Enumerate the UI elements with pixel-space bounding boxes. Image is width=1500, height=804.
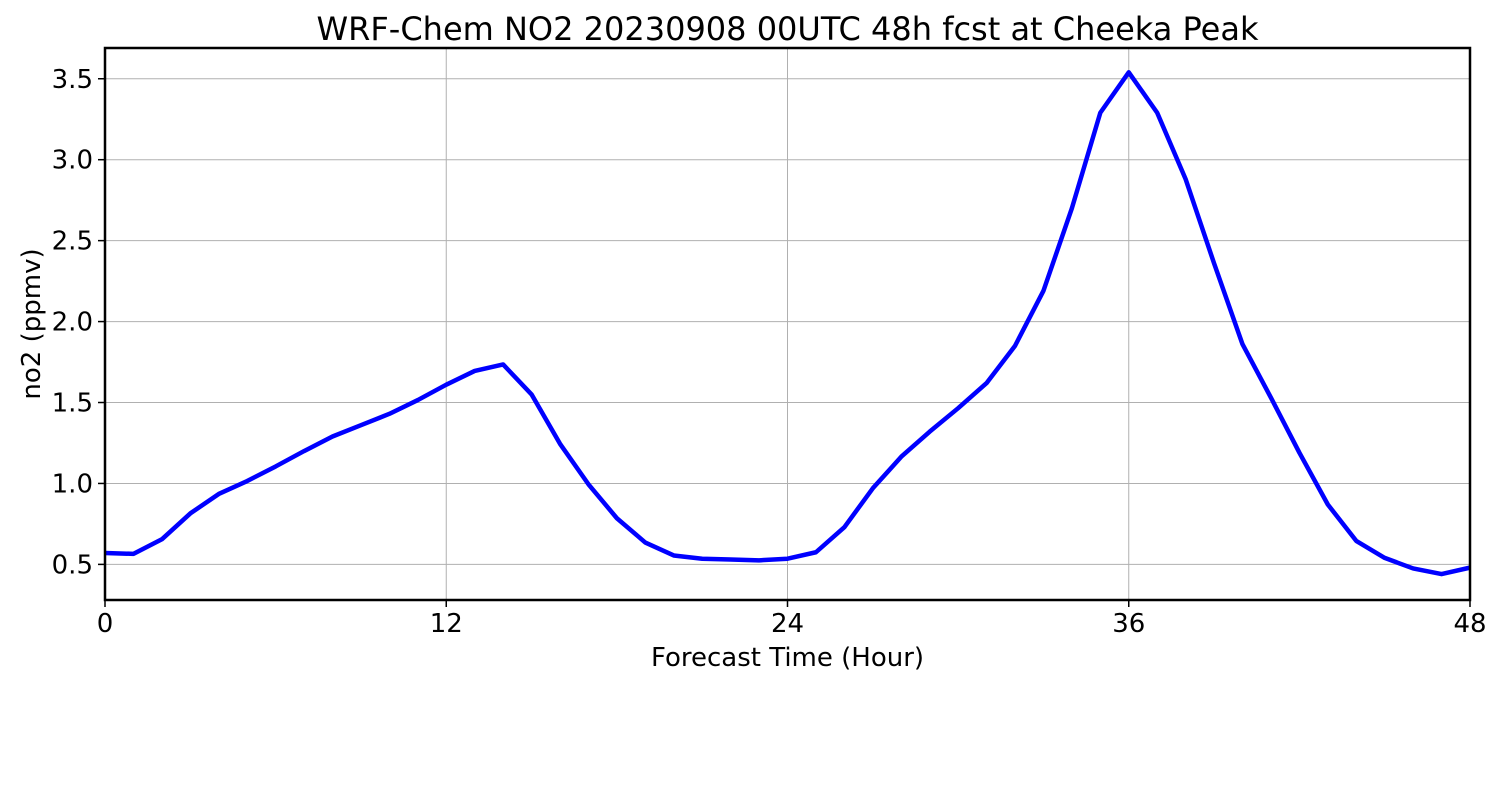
no2-series-line [104,70,1471,577]
chart-title: WRF-Chem NO2 20230908 00UTC 48h fcst at … [317,10,1259,48]
axis-ticks: 0 12 24 36 48 0.5 1.0 1.5 2.0 2.5 3.0 3.5 [52,65,1487,639]
x-tick-label: 24 [771,609,804,639]
y-tick-label: 3.0 [52,146,93,176]
y-tick-label: 1.0 [52,469,93,499]
y-tick-label: 3.5 [52,65,93,95]
y-tick-label: 2.5 [52,227,93,257]
y-tick-label: 0.5 [52,550,93,580]
x-tick-label: 48 [1453,609,1486,639]
x-tick-label: 36 [1112,609,1145,639]
x-tick-label: 0 [97,609,114,639]
x-tick-label: 12 [430,609,463,639]
x-axis-label: Forecast Time (Hour) [651,643,924,673]
y-axis-label: no2 (ppmv) [17,248,47,399]
y-tick-label: 2.0 [52,308,93,338]
y-tick-label: 1.5 [52,389,93,419]
data-series [104,70,1471,577]
